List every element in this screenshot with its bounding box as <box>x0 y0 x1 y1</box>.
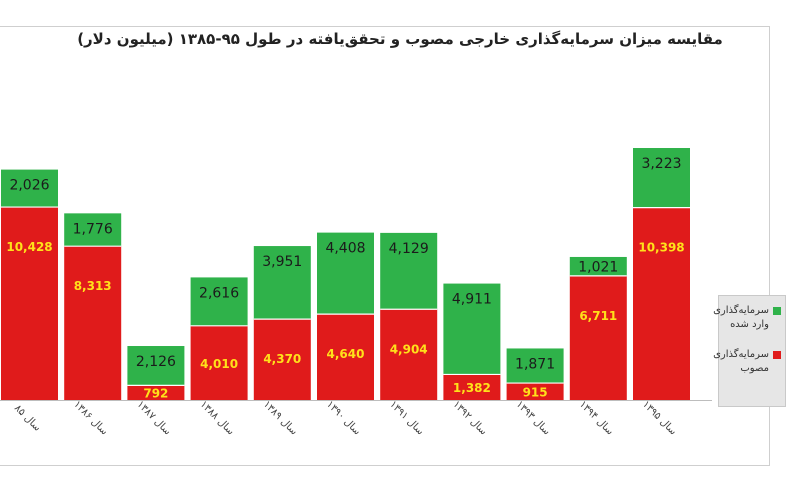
label-approved-5: 4,640 <box>327 347 365 361</box>
x-tick-label-5: سال ۱۳۹۰ <box>324 399 362 437</box>
label-approved-2: 792 <box>143 387 168 401</box>
chart-frame <box>0 26 770 466</box>
bar-approved-1 <box>64 246 122 400</box>
bar-approved-9 <box>569 275 627 400</box>
legend-swatch-realized <box>773 307 781 315</box>
x-tick-label-9: سال ۱۳۹۴ <box>577 399 615 437</box>
bar-approved-5 <box>317 314 374 400</box>
bar-realized-5 <box>317 232 374 315</box>
label-realized-4: 3,951 <box>262 254 302 270</box>
legend: سرمایه‌گذاری وارد شده سرمایه‌گذاری مصوب <box>713 295 786 407</box>
bar-realized-10 <box>633 148 690 208</box>
bar-realized-1 <box>64 213 122 247</box>
label-approved-0: 10,428 <box>6 240 52 254</box>
bar-realized-3 <box>190 277 248 326</box>
label-realized-10: 3,223 <box>641 156 681 172</box>
label-approved-6: 4,904 <box>390 342 428 356</box>
bar-approved-10 <box>633 207 690 400</box>
legend-label-approved: سرمایه‌گذاری مصوب <box>713 349 769 374</box>
x-tick-label-10: سال ۱۳۹۵ <box>640 399 678 437</box>
label-approved-4: 4,370 <box>263 352 301 366</box>
label-approved-8: 915 <box>523 386 548 400</box>
bar-realized-6 <box>380 232 438 310</box>
label-realized-2: 2,126 <box>136 354 176 370</box>
label-realized-7: 4,911 <box>452 292 492 308</box>
label-approved-10: 10,398 <box>638 241 684 255</box>
bar-approved-4 <box>253 319 311 400</box>
legend-item-realized: سرمایه‌گذاری وارد شده <box>713 304 781 332</box>
label-realized-1: 1,776 <box>73 221 113 237</box>
label-approved-1: 8,313 <box>74 279 112 293</box>
label-realized-3: 2,616 <box>199 285 239 301</box>
bar-realized-7 <box>443 283 501 375</box>
x-tick-label-2: سال ۱۳۸۷ <box>134 399 172 437</box>
x-tick-label-6: سال ۱۳۹۱ <box>387 399 425 437</box>
x-tick-label-8: سال ۱۳۹۳ <box>514 399 552 437</box>
x-tick-label-1: سال ۱۳۸۶ <box>71 399 109 437</box>
label-realized-5: 4,408 <box>325 241 365 257</box>
bar-approved-3 <box>190 325 248 400</box>
bar-approved-2 <box>127 385 185 400</box>
label-approved-9: 6,711 <box>579 309 617 323</box>
label-approved-3: 4,010 <box>200 357 238 371</box>
label-realized-8: 1,871 <box>515 356 555 372</box>
x-tick-label-0: سال ۸۵ <box>12 403 43 434</box>
bar-realized-9 <box>569 256 627 276</box>
chart-title: مقایسه میزان سرمایه‌گذاری خارجی مصوب و ت… <box>77 30 723 48</box>
label-realized-9: 1,021 <box>578 259 618 275</box>
x-tick-label-7: سال ۱۳۹۲ <box>450 399 488 437</box>
bar-realized-2 <box>127 346 185 386</box>
bar-realized-0 <box>1 169 58 208</box>
x-tick-label-4: سال ۱۳۸۹ <box>261 399 299 437</box>
legend-item-approved: سرمایه‌گذاری مصوب <box>713 348 781 376</box>
bar-realized-8 <box>506 348 564 384</box>
x-tick-label-3: سال ۱۳۸۸ <box>198 399 236 437</box>
bar-approved-0 <box>1 207 58 400</box>
label-realized-0: 2,026 <box>9 178 49 194</box>
bar-realized-4 <box>253 246 311 320</box>
legend-label-realized: سرمایه‌گذاری وارد شده <box>713 305 769 330</box>
bar-approved-8 <box>506 383 564 400</box>
bar-approved-7 <box>443 374 501 400</box>
label-approved-7: 1,382 <box>453 381 491 395</box>
label-realized-6: 4,129 <box>389 241 429 257</box>
bar-approved-6 <box>380 309 438 400</box>
legend-swatch-approved <box>773 351 781 359</box>
